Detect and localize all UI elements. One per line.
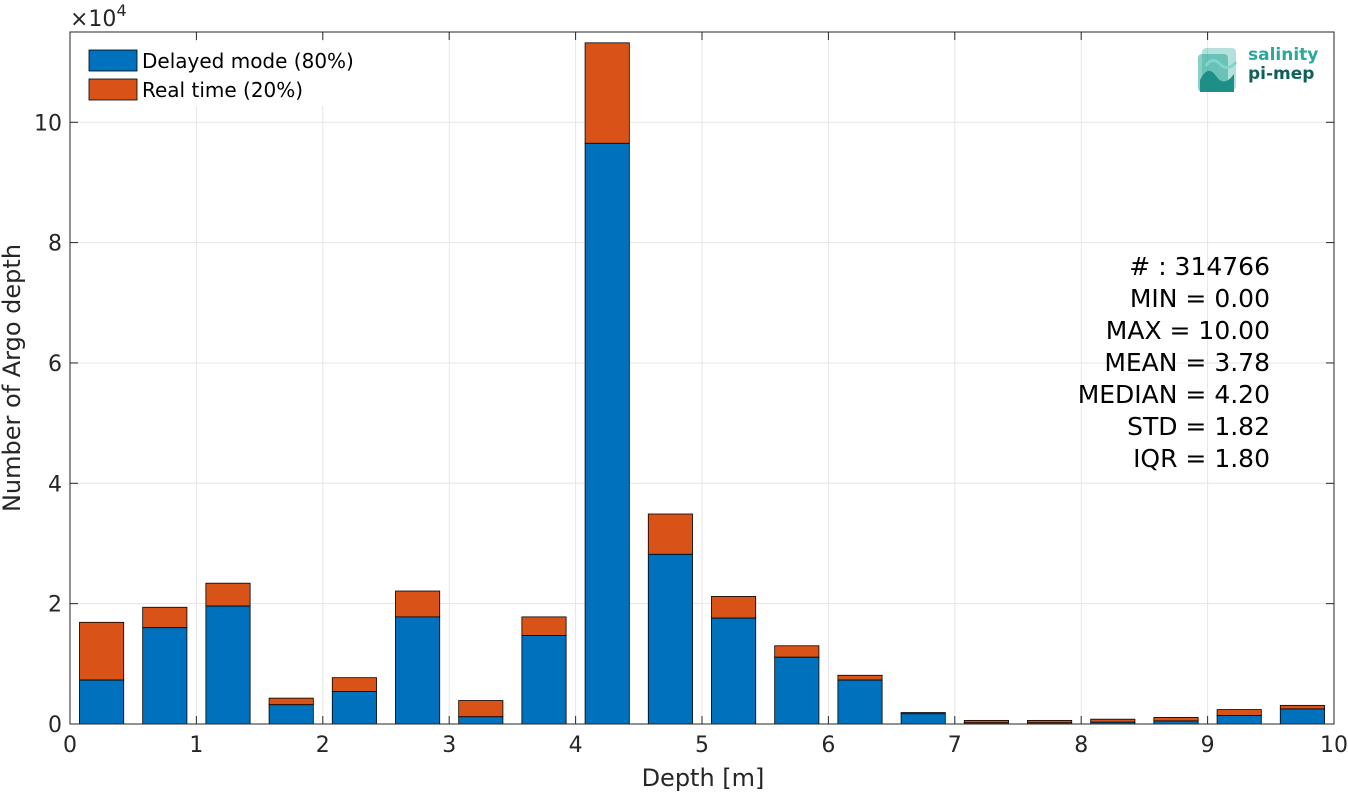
x-axis-ticks: 0 1 2 3 4 5 6 7 8 9 10 bbox=[63, 32, 1348, 758]
bar-delayed bbox=[395, 616, 441, 725]
bar-delayed bbox=[521, 635, 567, 725]
salinity-pi-mep-logo: salinity pi-mep bbox=[1196, 44, 1330, 96]
bar-realtime bbox=[711, 596, 757, 619]
bar-delayed bbox=[647, 553, 693, 725]
bar-realtime bbox=[1279, 704, 1325, 710]
bar-realtime bbox=[1090, 718, 1136, 723]
y-tick-label: 10 bbox=[34, 111, 62, 136]
y-exponent-label: ×104 bbox=[70, 1, 127, 32]
y-tick-label: 6 bbox=[48, 352, 62, 377]
y-axis-label: Number of Argo depth bbox=[0, 244, 26, 512]
x-tick-label: 0 bbox=[63, 733, 77, 758]
x-tick-label: 4 bbox=[569, 733, 583, 758]
bar-delayed bbox=[837, 679, 883, 725]
legend-swatch-realtime bbox=[88, 78, 138, 101]
bar-delayed bbox=[79, 679, 125, 725]
stat-line: # : 314766 bbox=[1129, 252, 1270, 281]
stat-line: MIN = 0.00 bbox=[1130, 284, 1270, 313]
x-axis-label: Depth [m] bbox=[642, 764, 765, 792]
bar-realtime bbox=[774, 645, 820, 658]
grid-lines bbox=[69, 32, 1335, 725]
bar-realtime bbox=[331, 677, 377, 692]
stat-line: MEAN = 3.78 bbox=[1104, 348, 1270, 377]
wave-logo-icon bbox=[1198, 48, 1238, 92]
bar-delayed bbox=[142, 627, 188, 725]
bar-delayed bbox=[458, 716, 504, 725]
x-tick-label: 10 bbox=[1320, 733, 1348, 758]
stat-line: STD = 1.82 bbox=[1127, 412, 1270, 441]
y-tick-label: 2 bbox=[48, 593, 62, 618]
legend-label-delayed: Delayed mode (80%) bbox=[142, 49, 354, 73]
stat-line: MAX = 10.00 bbox=[1106, 316, 1270, 345]
bar-delayed bbox=[1216, 715, 1262, 725]
bar-delayed bbox=[711, 617, 757, 725]
x-tick-label: 7 bbox=[948, 733, 962, 758]
y-tick-label: 0 bbox=[48, 713, 62, 738]
bar-realtime bbox=[837, 674, 883, 681]
x-tick-label: 6 bbox=[821, 733, 835, 758]
bar-realtime bbox=[205, 582, 251, 607]
bar-realtime bbox=[1216, 709, 1262, 716]
bar-delayed bbox=[205, 605, 251, 725]
bar-delayed bbox=[331, 691, 377, 725]
stat-line: IQR = 1.80 bbox=[1133, 444, 1270, 473]
logo-line-2: pi-mep bbox=[1248, 64, 1315, 84]
bar-realtime bbox=[1153, 716, 1199, 722]
y-tick-label: 4 bbox=[48, 472, 62, 497]
bar-realtime bbox=[458, 700, 504, 718]
bar-delayed bbox=[1279, 708, 1325, 725]
y-axis-ticks: 0 2 4 6 8 10 bbox=[34, 111, 1334, 738]
statistics-annotation: # : 314766 MIN = 0.00 MAX = 10.00 MEAN = 3.… bbox=[1078, 252, 1270, 473]
x-tick-label: 9 bbox=[1201, 733, 1215, 758]
stat-line: MEDIAN = 4.20 bbox=[1078, 380, 1270, 409]
bar-realtime bbox=[79, 621, 125, 681]
bar-realtime bbox=[395, 590, 441, 618]
bar-realtime bbox=[584, 42, 630, 144]
logo-line-1: salinity bbox=[1248, 45, 1319, 65]
legend-swatch-delayed bbox=[88, 49, 138, 72]
legend-label-realtime: Real time (20%) bbox=[142, 78, 303, 102]
x-tick-label: 1 bbox=[189, 733, 203, 758]
bar-realtime bbox=[142, 606, 188, 629]
bar-delayed bbox=[774, 656, 820, 725]
bar-delayed bbox=[268, 704, 314, 725]
bar-realtime bbox=[268, 697, 314, 706]
x-tick-label: 5 bbox=[695, 733, 709, 758]
bars bbox=[79, 42, 1325, 725]
y-tick-label: 8 bbox=[48, 232, 62, 257]
x-tick-label: 2 bbox=[316, 733, 330, 758]
bar-delayed bbox=[900, 713, 946, 725]
bar-delayed bbox=[584, 142, 630, 725]
x-tick-label: 3 bbox=[442, 733, 456, 758]
x-tick-label: 8 bbox=[1074, 733, 1088, 758]
bar-realtime bbox=[647, 513, 693, 555]
bar-realtime bbox=[521, 616, 567, 636]
legend: Delayed mode (80%) Real time (20%) bbox=[82, 42, 368, 106]
